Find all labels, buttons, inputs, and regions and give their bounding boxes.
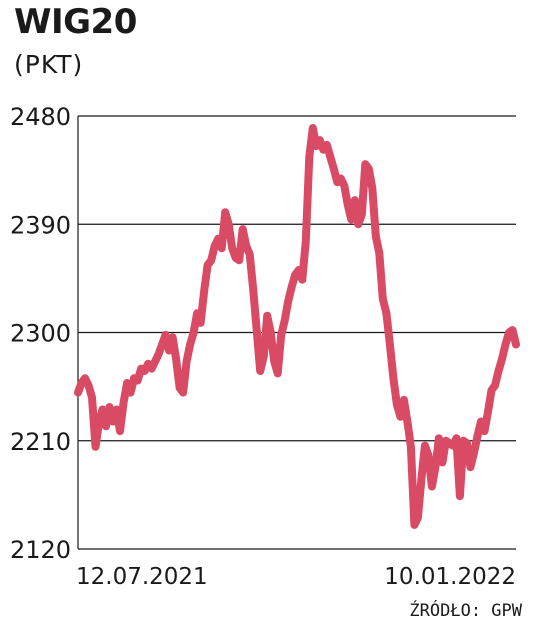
y-tick-label: 2300 bbox=[10, 320, 71, 348]
x-tick-label-start: 12.07.2021 bbox=[76, 564, 208, 590]
y-tick-label: 2390 bbox=[10, 211, 71, 239]
source-note: ŹRÓDŁO: GPW bbox=[409, 601, 522, 621]
y-tick-labels: 2480 2390 2300 2210 2120 bbox=[10, 103, 71, 564]
series-line bbox=[74, 124, 520, 529]
y-tick-label: 2210 bbox=[10, 428, 71, 456]
y-tick-label: 2120 bbox=[10, 536, 71, 564]
chart-unit-label: (PKT) bbox=[14, 50, 84, 79]
x-tick-label-end: 10.01.2022 bbox=[384, 564, 516, 590]
grid-lines bbox=[78, 115, 516, 550]
y-tick-label: 2480 bbox=[10, 103, 71, 131]
chart-title: WIG20 bbox=[14, 2, 137, 42]
